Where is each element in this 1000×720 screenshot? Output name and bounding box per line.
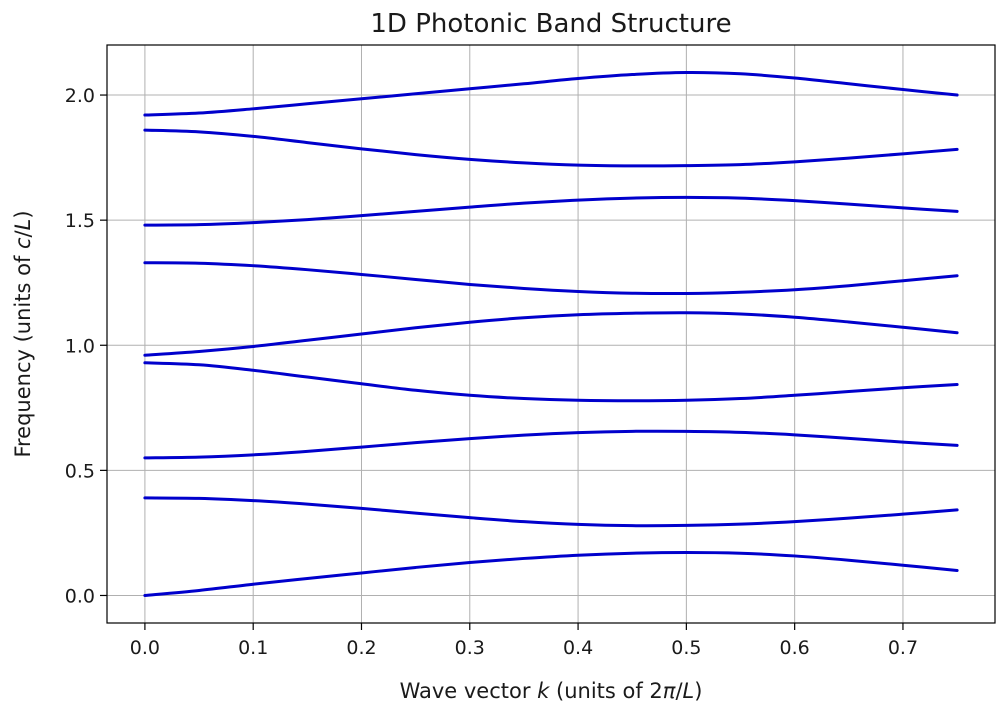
y-tick-label: 2.0 xyxy=(65,85,95,107)
y-tick-label: 1.0 xyxy=(65,335,95,357)
x-tick-label: 0.7 xyxy=(888,637,918,659)
band-1-line xyxy=(143,550,959,597)
y-tick-label: 0.5 xyxy=(65,460,95,482)
y-tick-label: 1.5 xyxy=(65,210,95,232)
y-tick-label: 0.0 xyxy=(65,585,95,607)
band-4-line xyxy=(143,361,959,403)
x-tick-label: 0.1 xyxy=(238,637,268,659)
x-tick-label: 0.0 xyxy=(130,637,160,659)
xlabel_parts-part: L xyxy=(683,679,695,703)
xlabel_parts-part: / xyxy=(675,679,683,703)
x-tick-label: 0.4 xyxy=(563,637,593,659)
x-tick-label: 0.6 xyxy=(780,637,810,659)
band-5-line xyxy=(143,311,959,357)
x-tick-label: 0.5 xyxy=(671,637,701,659)
x-tick-label: 0.2 xyxy=(346,637,376,659)
ylabel_parts-part: Frequency (units of xyxy=(11,249,35,458)
grid-lines xyxy=(107,45,995,623)
ylabel_parts-part: / xyxy=(11,229,35,237)
band-9-line xyxy=(143,71,959,117)
x-axis-label: Wave vector k (units of 2π/L) xyxy=(400,679,703,703)
ylabel_parts-part: L xyxy=(11,219,35,231)
x-tick-label: 0.3 xyxy=(455,637,485,659)
band-7-line xyxy=(143,195,959,227)
chart-title: 1D Photonic Band Structure xyxy=(370,9,731,39)
y-axis-label: Frequency (units of c/L) xyxy=(11,210,35,457)
band-8-line xyxy=(143,128,959,168)
xlabel_parts-part: π xyxy=(663,679,676,703)
ylabel_parts-part: c xyxy=(11,237,35,249)
axis-ticks: 0.0 0.1 0.2 0.3 0.4 0.5 0.6 0.7 0.0 0.5 1.0 1.5 2.0 xyxy=(65,85,918,659)
plot-area-frame xyxy=(106,44,996,624)
xlabel_parts-part: ) xyxy=(694,679,702,703)
xlabel_parts-part: (units of 2 xyxy=(549,679,662,703)
band-6-line xyxy=(143,261,959,296)
band-2-line xyxy=(143,496,959,528)
band-3-line xyxy=(143,429,959,460)
xlabel_parts-part: Wave vector xyxy=(400,679,538,703)
series-lines xyxy=(143,71,959,597)
xlabel_parts-part: k xyxy=(537,679,550,703)
ylabel_parts-part: ) xyxy=(11,210,35,218)
